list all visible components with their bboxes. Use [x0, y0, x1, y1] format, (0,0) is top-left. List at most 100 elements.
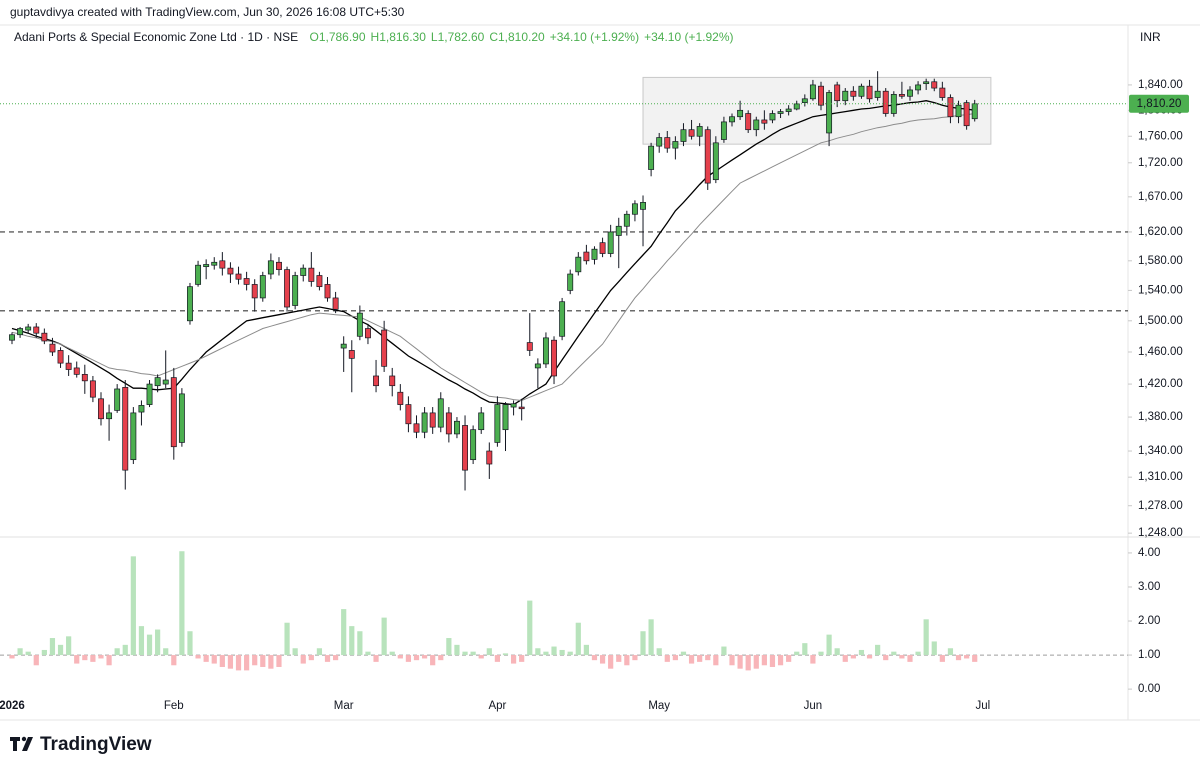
candle-body: [785, 108, 792, 112]
volume-bar: [438, 655, 444, 661]
volume-bar: [786, 655, 792, 662]
volume-bar: [252, 655, 258, 666]
volume-bar: [227, 655, 234, 669]
volume-tick-label: 3.00: [1138, 581, 1160, 593]
candle-body: [753, 119, 760, 131]
y-tick-label: 1,460.00: [1138, 346, 1183, 358]
volume-bar: [519, 655, 525, 662]
candle-body: [793, 103, 800, 110]
candle-body: [680, 129, 687, 142]
candle-body: [154, 377, 161, 387]
volume-bar: [527, 600, 533, 656]
volume-bar: [333, 655, 339, 661]
candle-body: [114, 388, 121, 411]
volume-bar: [729, 655, 735, 666]
candle-body: [243, 278, 250, 285]
volume-bar: [648, 619, 654, 656]
candle-body: [98, 398, 104, 420]
volume-bar: [866, 655, 873, 659]
candle-body: [882, 90, 889, 114]
volume-bar: [219, 655, 225, 667]
volume-bar: [316, 648, 323, 656]
candle-body: [688, 129, 695, 137]
volume-bar: [632, 655, 638, 661]
candle-body: [955, 104, 962, 118]
candle-body: [599, 242, 606, 254]
candle-body: [623, 213, 630, 227]
candle-body: [292, 275, 299, 306]
y-tick-label: 1,760.00: [1138, 130, 1183, 142]
candle-body: [777, 111, 784, 114]
volume-bar: [211, 655, 217, 664]
candle-body: [761, 119, 768, 124]
currency: INR: [1140, 30, 1161, 44]
volume-bar: [616, 655, 622, 662]
candle-body: [494, 404, 501, 443]
volume-bar: [697, 655, 703, 662]
ohlc-value: O1,786.90: [309, 30, 365, 44]
candle-body: [534, 363, 541, 369]
candle-body: [583, 251, 590, 262]
y-tick-label: 1,380.00: [1138, 411, 1183, 423]
volume-bar: [57, 644, 64, 656]
y-tick-label: 1,420.00: [1138, 378, 1183, 390]
symbol-header: Adani Ports & Special Economic Zone Ltd …: [14, 30, 734, 44]
volume-bar: [82, 655, 88, 661]
volume-bar: [567, 651, 573, 656]
x-tick-label: Jun: [804, 700, 823, 712]
candle-body: [122, 386, 129, 471]
x-tick-label: Feb: [164, 700, 184, 712]
candle-body: [672, 141, 679, 149]
last-price-tag: [1129, 94, 1189, 113]
volume-bar: [688, 655, 695, 664]
x-tick-label: Jul: [975, 700, 990, 712]
volume-bar: [907, 655, 913, 662]
candle-body: [607, 231, 614, 254]
candle-body: [381, 329, 388, 367]
candle-body: [729, 116, 735, 123]
volume-bar: [397, 655, 403, 659]
volume-bar: [745, 655, 751, 671]
candle-body: [324, 284, 331, 299]
volume-bar: [373, 655, 379, 662]
ohlc-value: +34.10 (+1.92%): [550, 30, 639, 44]
candle-body: [874, 90, 881, 98]
volume-tick-label: 2.00: [1138, 615, 1160, 627]
candle-body: [81, 374, 88, 382]
candle-body: [373, 375, 380, 387]
plot-area: [0, 71, 1128, 671]
volume-bar: [931, 641, 937, 656]
candle-body: [429, 412, 436, 428]
candle-body: [939, 87, 946, 98]
candle-body: [769, 113, 776, 121]
y-tick-label: 1,340.00: [1138, 445, 1183, 457]
candle-body: [203, 264, 210, 268]
volume-bar: [365, 651, 371, 656]
candle-body: [656, 137, 663, 147]
volume-bar: [138, 626, 145, 656]
candle-body: [510, 403, 517, 408]
candle-body: [834, 84, 841, 102]
volume-bar: [502, 653, 509, 656]
volume-bar: [114, 648, 120, 656]
candle-body: [219, 260, 226, 269]
candle-body: [818, 85, 824, 106]
candle-body: [866, 85, 873, 100]
x-tick-label: May: [648, 700, 670, 712]
candle-body: [356, 312, 363, 337]
volume-bar: [672, 655, 678, 661]
volume-bar: [25, 651, 31, 656]
y-tick-label: 1,840.00: [1138, 79, 1183, 91]
moving-average: [11, 113, 975, 402]
volume-bar: [90, 655, 96, 662]
volume-bar: [381, 617, 387, 656]
candle-body: [259, 275, 266, 299]
volume-bar: [915, 651, 921, 656]
candle-body: [551, 339, 557, 377]
last-price-label: 1,810.20: [1137, 98, 1182, 110]
y-tick-label: 1,580.00: [1138, 255, 1183, 267]
candle-body: [559, 301, 566, 337]
candle-body: [365, 328, 371, 339]
candle-body: [437, 398, 444, 428]
candle-body: [57, 350, 64, 364]
